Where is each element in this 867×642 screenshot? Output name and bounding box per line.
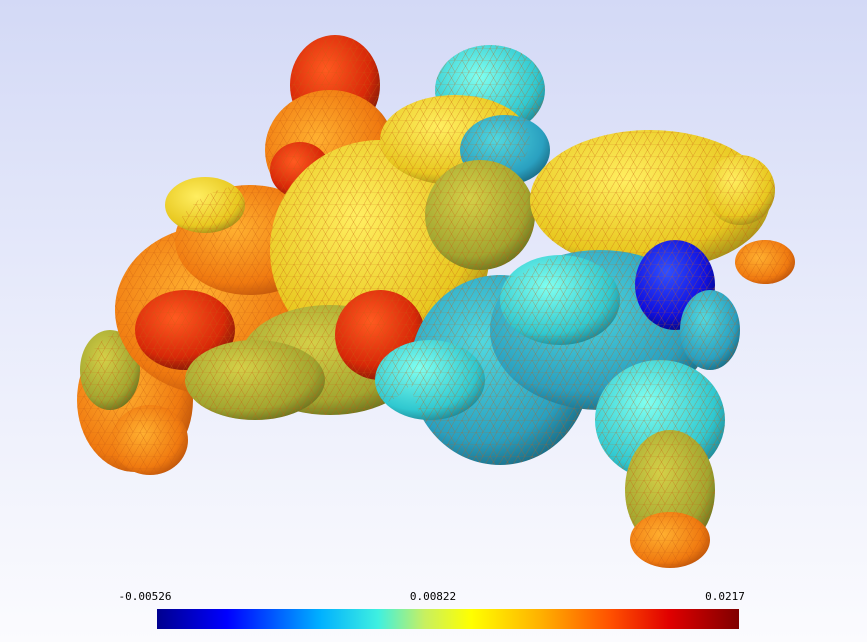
mesh-overlay [77, 35, 795, 568]
molecular-surface-viewport[interactable] [0, 0, 867, 585]
colorbar-mid-label: 0.00822 [409, 590, 457, 603]
colorbar-max-label: 0.0217 [705, 590, 745, 603]
colorbar [157, 609, 739, 629]
colorbar-min-label: -0.00526 [118, 590, 172, 603]
